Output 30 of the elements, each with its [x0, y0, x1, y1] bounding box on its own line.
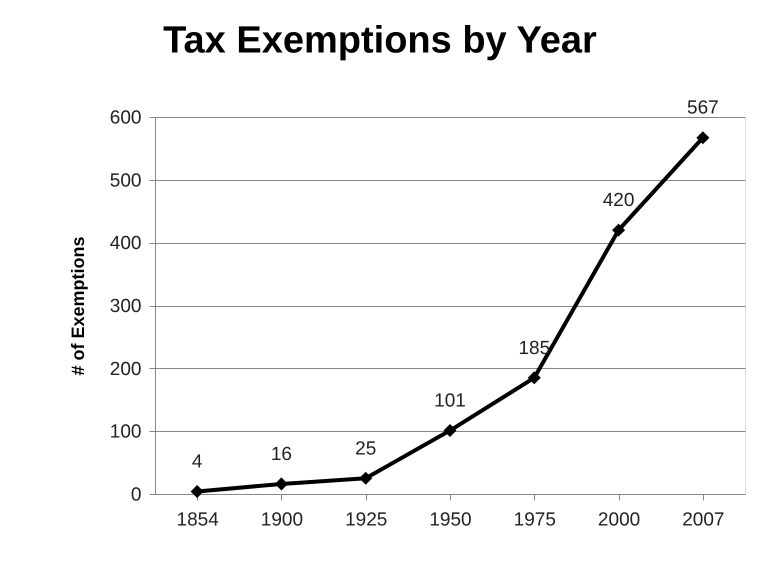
y-tick-label: 300	[110, 296, 142, 317]
y-axis-title: # of Exemptions	[68, 236, 88, 376]
y-tick-label: 600	[110, 108, 142, 128]
point	[274, 477, 288, 490]
data-label: 420	[602, 190, 634, 212]
x-tick-label: 1900	[260, 510, 304, 530]
data-label: 4	[192, 451, 203, 472]
data-label: 25	[355, 438, 376, 460]
data-label: 185	[518, 338, 550, 359]
point	[190, 484, 204, 498]
chart-title: Tax Exemptions by Year	[163, 20, 598, 62]
point	[359, 472, 372, 485]
x-tick-label: 1950	[429, 510, 472, 530]
point	[443, 424, 457, 438]
x-tick-label: 1854	[176, 510, 220, 530]
point	[612, 224, 626, 237]
y-tick-label: 200	[110, 358, 142, 380]
x-tick-label: 2007	[682, 510, 724, 530]
y-tick-label: 500	[110, 170, 142, 192]
point	[528, 371, 541, 384]
data-label: 567	[687, 98, 719, 119]
data-label: 101	[434, 390, 466, 412]
y-tick-label: 100	[110, 422, 142, 443]
x-tick-label: 1975	[514, 510, 556, 530]
point	[696, 131, 710, 144]
data-label: 16	[270, 444, 292, 465]
x-tick-label: 1925	[345, 510, 388, 530]
x-tick-label: 2000	[598, 510, 640, 530]
y-tick-label: 0	[130, 484, 142, 506]
y-tick-label: 400	[110, 233, 142, 254]
